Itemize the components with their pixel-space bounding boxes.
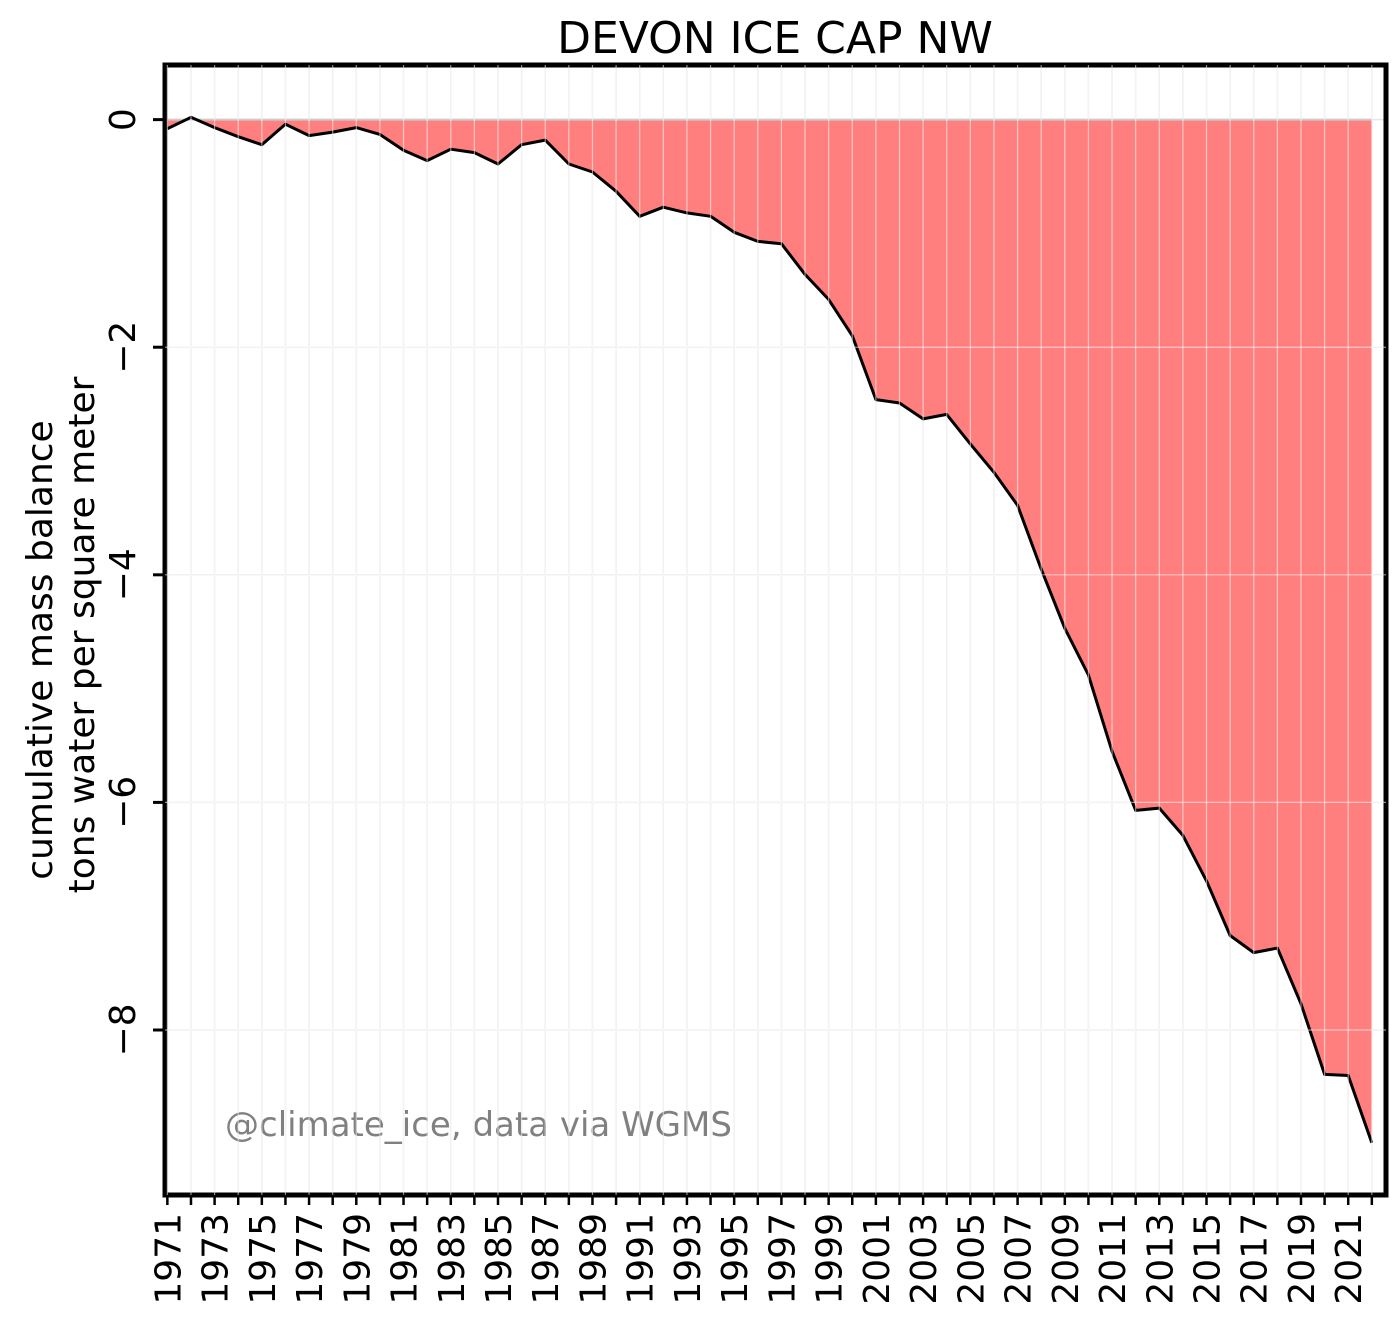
series-line (166, 115, 1374, 1144)
watermark: @climate_ice, data via WGMS (225, 1105, 732, 1145)
x-tick-label: 2021 (1329, 1213, 1370, 1305)
x-tick-label: 1977 (290, 1213, 331, 1305)
y-axis-ticks: 0 −2 −4 −6 −8 (103, 108, 165, 1057)
x-tick-label: 1975 (243, 1213, 284, 1305)
y-axis-label-line-1: cumulative mass balance (20, 420, 61, 879)
series-area (167, 117, 1372, 1143)
x-tick-label: 1997 (762, 1213, 803, 1305)
y-tick-label: 0 (103, 108, 144, 131)
x-tick-label: 2001 (857, 1213, 898, 1305)
chart-title: DEVON ICE CAP NW (557, 13, 993, 64)
x-tick-label: 1991 (621, 1213, 662, 1305)
x-tick-label: 2003 (904, 1213, 945, 1305)
x-tick-label: 1983 (432, 1213, 473, 1305)
x-tick-label: 1985 (479, 1213, 520, 1305)
x-tick-label: 2007 (999, 1213, 1040, 1305)
x-tick-label: 1999 (810, 1213, 851, 1305)
y-axis-label-line-2: tons water per square meter (62, 376, 103, 893)
x-tick-label: 1989 (573, 1213, 614, 1305)
x-tick-label: 1979 (337, 1213, 378, 1305)
y-tick-label: −4 (103, 548, 144, 601)
x-axis-ticks: 1971 1973 1975 1977 1979 1981 1983 1985 1987 1989… (148, 1195, 1374, 1305)
x-tick-label: 2017 (1235, 1213, 1276, 1305)
x-tick-label: 1971 (148, 1213, 189, 1305)
x-tick-label: 2009 (1046, 1213, 1087, 1305)
x-tick-label: 1987 (526, 1213, 567, 1305)
x-tick-label: 1995 (715, 1213, 756, 1305)
y-tick-label: −6 (103, 776, 144, 829)
x-tick-label: 1993 (668, 1213, 709, 1305)
y-tick-label: −2 (103, 321, 144, 374)
y-tick-label: −8 (103, 1003, 144, 1056)
x-tick-label: 2005 (951, 1213, 992, 1305)
x-tick-label: 2015 (1188, 1213, 1229, 1305)
x-tick-label: 2019 (1282, 1213, 1323, 1305)
x-tick-label: 2013 (1140, 1213, 1181, 1305)
plot-frame (162, 62, 1389, 1198)
x-tick-label: 1981 (385, 1213, 426, 1305)
x-tick-label: 1973 (196, 1213, 237, 1305)
x-tick-label: 2011 (1093, 1213, 1134, 1305)
